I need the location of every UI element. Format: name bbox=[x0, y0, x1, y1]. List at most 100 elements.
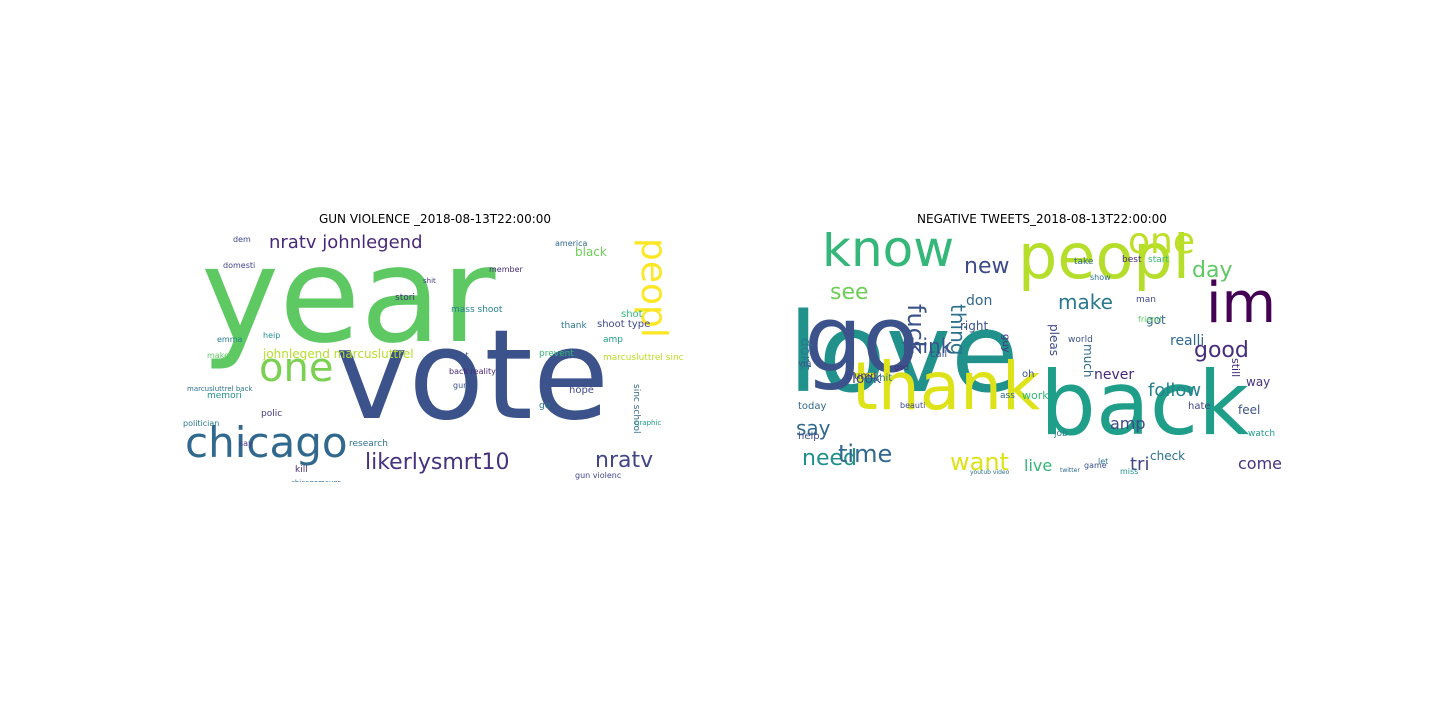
word-cloud-word: go bbox=[804, 286, 919, 393]
word-cloud-word: say bbox=[796, 416, 831, 440]
word-cloud-word: shoot type bbox=[597, 319, 651, 330]
word-cloud-word: need bbox=[802, 446, 857, 471]
word-cloud-word: good bbox=[1194, 338, 1249, 363]
word-cloud-word: youtub video bbox=[970, 469, 1010, 476]
word-cloud-word: peopl bbox=[1018, 232, 1191, 293]
word-cloud-word: hope bbox=[569, 385, 594, 396]
word-cloud-word: man bbox=[1136, 295, 1156, 305]
word-cloud-word: look bbox=[852, 371, 882, 387]
wordcloud-panel-negative-tweets: NEGATIVE TWEETS_2018-08-13T22:00:00 love… bbox=[790, 212, 1294, 482]
word-cloud-word: america bbox=[555, 239, 588, 248]
word-cloud-word: polic bbox=[261, 409, 283, 419]
word-cloud-word: love bbox=[790, 289, 1019, 417]
panel-title: GUN VIOLENCE _2018-08-13T22:00:00 bbox=[318, 212, 552, 226]
word-cloud-word: tri bbox=[1130, 454, 1150, 475]
word-cloud-word: one bbox=[1128, 232, 1195, 262]
word-cloud-word: let bbox=[1098, 457, 1109, 466]
word-cloud-word: trump bbox=[846, 371, 877, 382]
word-cloud-word: say bbox=[239, 439, 253, 448]
word-cloud-word: call bbox=[930, 349, 948, 360]
word-cloud-word: im bbox=[1206, 271, 1277, 336]
word-cloud-word: via bbox=[798, 359, 812, 369]
word-cloud-word: chicago bbox=[185, 418, 348, 467]
word-cloud-word: know bbox=[822, 232, 955, 278]
word-cloud-word: twitter bbox=[1060, 467, 1080, 474]
word-cloud-word: thank bbox=[852, 348, 1041, 425]
word-cloud-word: shot bbox=[621, 309, 643, 320]
word-cloud-word: oh bbox=[1022, 369, 1035, 380]
word-cloud-word: marcusluttrel sinc bbox=[603, 353, 684, 363]
word-cloud-word: thank bbox=[561, 321, 587, 331]
word-cloud-word: watch bbox=[1248, 429, 1276, 439]
word-cloud-word: day bbox=[1192, 258, 1233, 283]
word-cloud-word: make bbox=[207, 351, 229, 360]
word-cloud-word: domesti bbox=[223, 261, 256, 270]
word-cloud-word: likerlysmrt10 bbox=[365, 450, 510, 475]
word-cloud-word: new bbox=[964, 254, 1010, 279]
word-cloud-word: kill bbox=[295, 465, 308, 475]
word-cloud-word: nratv bbox=[595, 448, 654, 473]
word-cloud-word: emma bbox=[217, 335, 243, 344]
word-cloud-word: gun violenc bbox=[575, 471, 622, 480]
word-cloud-word: year bbox=[201, 232, 496, 373]
word-cloud-word: johnlegend marcusluttrel bbox=[263, 347, 414, 361]
word-cloud-word: back bbox=[1040, 352, 1250, 455]
word-cloud-word: realli bbox=[1170, 333, 1205, 349]
word-cloud-word: mass shoot bbox=[451, 305, 503, 315]
word-cloud-word: best bbox=[1122, 255, 1142, 265]
word-cloud-word: show bbox=[1090, 273, 1111, 282]
word-cloud-word: today bbox=[798, 401, 827, 412]
word-cloud-word: god bbox=[894, 363, 910, 372]
word-cloud-word: dem bbox=[233, 235, 251, 244]
word-cloud-word: work bbox=[1022, 389, 1049, 402]
word-cloud-word: research bbox=[349, 439, 388, 449]
wordcloud-panel-gun-violence: GUN VIOLENCE _2018-08-13T22:00:00 year vo… bbox=[183, 212, 687, 482]
word-cloud-word: stori bbox=[395, 293, 415, 303]
word-cloud-word: chicagomayor bbox=[291, 480, 341, 483]
word-cloud-word: come bbox=[1238, 454, 1283, 473]
word-cloud-word: help bbox=[798, 431, 820, 442]
word-cloud-word: friend bbox=[1138, 315, 1162, 324]
word-cloud-word: heip bbox=[263, 331, 281, 340]
word-cloud-word: prevent bbox=[539, 349, 574, 359]
word-cloud-word: marcusluttrel back bbox=[187, 385, 253, 393]
word-cloud-word: see bbox=[830, 280, 869, 305]
word-cloud-word: want bbox=[449, 351, 469, 360]
word-cloud-word: take bbox=[1074, 257, 1094, 267]
word-cloud-word: right bbox=[960, 319, 989, 333]
word-cloud-word: still bbox=[1229, 358, 1242, 378]
word-cloud-word: never bbox=[1094, 367, 1135, 383]
word-cloud-word: amp bbox=[603, 335, 623, 345]
word-cloud-word: want bbox=[950, 448, 1009, 476]
word-cloud-word: world bbox=[1068, 335, 1093, 345]
word-cloud-word: pleas bbox=[1047, 324, 1061, 356]
word-cloud: love back peopl go thank know im one good day fuck… bbox=[790, 232, 1294, 482]
word-cloud-word: memori bbox=[207, 391, 242, 401]
word-cloud-word: one bbox=[259, 345, 334, 391]
word-cloud-word: graphic bbox=[635, 419, 662, 427]
word-cloud-word: ass bbox=[1000, 391, 1015, 401]
word-cloud-word: time bbox=[838, 440, 893, 468]
word-cloud-word: vote bbox=[335, 304, 610, 448]
word-cloud-word: black bbox=[575, 245, 607, 259]
word-cloud-word: live bbox=[1024, 456, 1053, 475]
word-cloud-word: politician bbox=[183, 419, 220, 428]
word-cloud-word: back reality bbox=[449, 367, 496, 376]
word-cloud-word: hate bbox=[1188, 401, 1211, 412]
word-cloud-word: follow bbox=[1148, 380, 1202, 401]
word-cloud-word: start bbox=[1148, 255, 1169, 265]
word-cloud-word: much bbox=[1081, 344, 1095, 378]
panel-title: NEGATIVE TWEETS_2018-08-13T22:00:00 bbox=[917, 212, 1167, 226]
word-cloud-word: job bbox=[1054, 429, 1068, 439]
word-cloud-word: amp bbox=[1110, 414, 1146, 433]
word-cloud-word: don bbox=[966, 293, 993, 309]
word-cloud-word: way bbox=[1246, 375, 1271, 389]
word-cloud-word: game bbox=[1084, 461, 1107, 470]
word-cloud-word: nratv johnlegend bbox=[269, 232, 423, 253]
word-cloud-word: gun bbox=[453, 381, 469, 390]
word-cloud-word: got bbox=[1146, 313, 1166, 327]
word-cloud-word: beauti bbox=[900, 401, 926, 410]
word-cloud-word: check bbox=[1150, 449, 1186, 463]
word-cloud-word: shit bbox=[874, 373, 893, 384]
word-cloud: year vote chicago one peopl likerlysmrt10 nrat… bbox=[183, 232, 687, 482]
